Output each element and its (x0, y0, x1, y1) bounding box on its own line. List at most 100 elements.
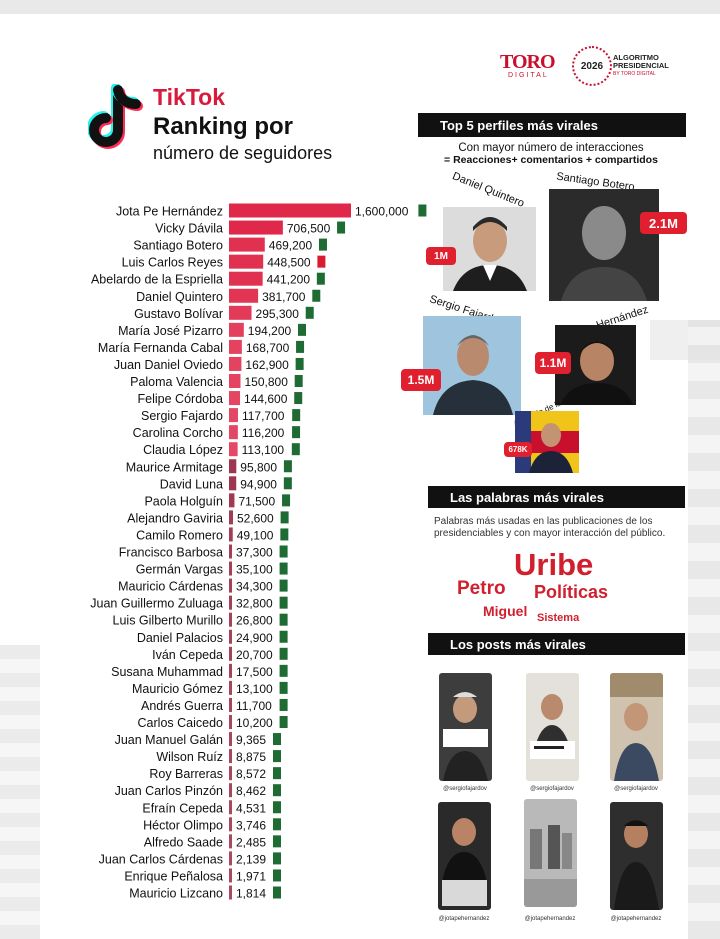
party-marker (282, 494, 291, 507)
category-label: Juan Carlos Pinzón (115, 784, 223, 798)
badge-botero: 2.1M (640, 212, 687, 234)
bar (229, 629, 232, 644)
category-label: Abelardo de la Espriella (91, 273, 223, 287)
bar (229, 442, 238, 457)
category-label: Paola Holguín (144, 494, 223, 508)
value-label: 1,814 (236, 887, 266, 901)
top5-formula: = Reacciones+ comentarios + compartidos (444, 154, 658, 166)
category-label: María José Pizarro (118, 324, 223, 338)
party-marker (279, 579, 288, 592)
category-label: Paloma Valencia (130, 375, 223, 389)
word-politicas: Políticas (534, 582, 609, 602)
value-label: 8,875 (236, 750, 266, 764)
post-handle-3[interactable]: @sergiofajardov (614, 786, 658, 792)
party-marker (273, 835, 281, 848)
value-label: 8,572 (236, 767, 266, 781)
followers-bar-chart: Jota Pe Hernández 1,600,000 Vicky Dávila 70… (90, 203, 427, 901)
badge-abelardo: 678K (504, 442, 532, 457)
bar (229, 578, 232, 593)
category-label: Germán Vargas (136, 563, 223, 577)
profile-photo-botero (549, 189, 659, 301)
bar (229, 220, 283, 235)
value-label: 116,200 (242, 426, 285, 440)
background-building-right (688, 320, 720, 939)
bar (229, 288, 259, 303)
word-sistema: Sistema (537, 612, 580, 624)
party-marker (279, 681, 288, 694)
category-label: Carlos Caicedo (138, 716, 224, 730)
bar (229, 595, 232, 610)
value-label: 11,700 (236, 699, 272, 713)
value-label: 448,500 (267, 256, 311, 270)
bar (229, 374, 241, 388)
category-label: Efraín Cepeda (142, 801, 223, 815)
category-label: Héctor Olimpo (143, 818, 223, 832)
post-handle-5[interactable]: @jotapehernandez (524, 916, 576, 922)
party-marker (283, 477, 292, 490)
value-label: 194,200 (248, 324, 292, 338)
value-label: 9,365 (236, 733, 266, 747)
bar (229, 271, 263, 286)
post-handle-2[interactable]: @sergiofajardov (530, 786, 574, 792)
party-marker (273, 886, 281, 899)
party-marker (418, 204, 427, 217)
category-label: Claudia López (143, 443, 223, 457)
post-thumbnail-1[interactable] (439, 673, 492, 781)
category-label: Vicky Dávila (155, 222, 223, 236)
bar (229, 732, 232, 747)
party-marker (292, 409, 301, 422)
top5-subtitle: Con mayor número de interacciones (458, 142, 644, 154)
value-label: 95,800 (240, 460, 277, 474)
value-label: 34,300 (236, 580, 273, 594)
bar (229, 817, 232, 832)
party-marker (280, 528, 289, 541)
bar (229, 527, 233, 542)
algoritmo-logo: ALGORITMO PRESIDENCIAL BY TORO DIGITAL (613, 54, 669, 78)
bar (229, 561, 232, 576)
post-handle-4[interactable]: @jotapehernandez (438, 916, 490, 922)
value-label: 35,100 (236, 563, 273, 577)
value-label: 8,462 (236, 784, 266, 798)
post-handle-6[interactable]: @jotapehernandez (610, 916, 662, 922)
bar (229, 715, 232, 729)
post-thumbnail-6[interactable] (610, 802, 663, 910)
badge-jotape: 1.1M (535, 352, 571, 374)
category-label: Daniel Quintero (136, 290, 223, 304)
party-marker (294, 392, 303, 405)
party-marker (279, 647, 288, 660)
party-marker (279, 545, 288, 558)
category-label: Daniel Palacios (137, 631, 223, 645)
bar (229, 391, 241, 406)
bar (229, 476, 237, 491)
category-label: Juan Carlos Cárdenas (99, 852, 223, 866)
category-label: Felipe Córdoba (138, 392, 224, 406)
seal-year: 2026 (580, 60, 604, 72)
category-label: Carolina Corcho (133, 426, 223, 440)
value-label: 13,100 (236, 682, 273, 696)
category-label: Luis Carlos Reyes (122, 256, 223, 270)
post-thumbnail-5[interactable] (524, 799, 577, 907)
category-label: Iván Cepeda (152, 648, 223, 662)
brand-title: TikTok (153, 84, 225, 110)
value-label: 32,800 (236, 597, 273, 611)
value-label: 1,971 (236, 869, 266, 883)
category-label: Roy Barreras (149, 767, 223, 781)
bar (229, 356, 242, 371)
category-label: Camilo Romero (136, 528, 223, 542)
post-thumbnail-3[interactable] (610, 673, 663, 781)
post-handle-1[interactable]: @sergiofajardov (443, 786, 487, 792)
party-marker (279, 596, 288, 609)
bar (229, 885, 232, 900)
party-marker (273, 784, 281, 797)
bar (229, 612, 232, 627)
bar (229, 425, 238, 440)
post-thumbnail-4[interactable] (438, 802, 491, 910)
bar (229, 305, 252, 320)
value-label: 2,485 (236, 835, 266, 849)
category-label: Mauricio Lizcano (129, 887, 223, 901)
post-thumbnail-2[interactable] (526, 673, 579, 781)
value-label: 37,300 (236, 546, 273, 560)
word-uribe: Uribe (514, 547, 594, 582)
bar (229, 459, 237, 474)
party-marker (279, 664, 288, 677)
